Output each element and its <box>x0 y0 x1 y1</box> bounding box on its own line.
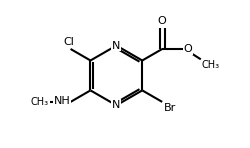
Text: Br: Br <box>164 103 176 113</box>
Text: Cl: Cl <box>64 37 74 47</box>
Text: NH: NH <box>54 96 70 106</box>
Text: CH₃: CH₃ <box>202 60 220 70</box>
Text: N: N <box>112 100 120 110</box>
Text: O: O <box>184 44 192 54</box>
Text: CH₃: CH₃ <box>30 97 49 107</box>
Text: N: N <box>112 41 120 50</box>
Text: O: O <box>158 16 166 26</box>
